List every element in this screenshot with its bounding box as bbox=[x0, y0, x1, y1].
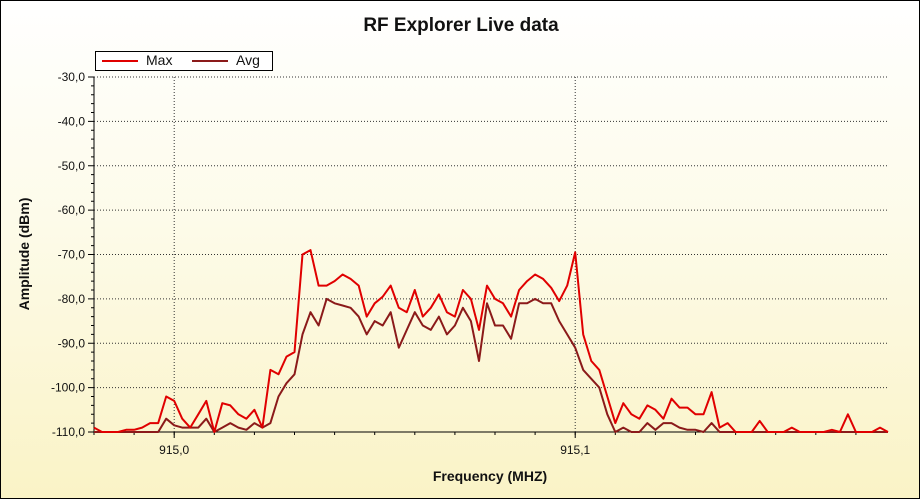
legend-label-avg: Avg bbox=[236, 52, 260, 68]
legend: Max Avg bbox=[95, 51, 273, 71]
y-tick-label: -50,0 bbox=[58, 159, 86, 173]
y-tick-label: -40,0 bbox=[58, 114, 86, 128]
y-tick-label: -80,0 bbox=[58, 292, 86, 306]
x-tick-label: 915,0 bbox=[159, 443, 189, 457]
grid bbox=[93, 76, 888, 433]
x-axis-label: Frequency (MHZ) bbox=[433, 468, 547, 484]
y-tick-label: -100,0 bbox=[51, 381, 85, 395]
chart-title: RF Explorer Live data bbox=[363, 15, 559, 36]
y-tick-label: -90,0 bbox=[58, 336, 86, 350]
y-tick-label: -30,0 bbox=[58, 70, 86, 84]
y-axis-label: Amplitude (dBm) bbox=[16, 198, 32, 311]
legend-swatch-max bbox=[102, 60, 138, 62]
y-tick-label: -110,0 bbox=[52, 425, 85, 439]
legend-swatch-avg bbox=[192, 60, 228, 62]
legend-label-max: Max bbox=[146, 52, 173, 68]
x-tick-label: 915,1 bbox=[560, 443, 590, 457]
series-line-avg bbox=[94, 297, 888, 433]
y-tick-label: -60,0 bbox=[58, 203, 86, 217]
y-tick-label: -70,0 bbox=[58, 248, 86, 262]
axis-ticks: -30,0 -40,0 -50,0 -60,0 -70,0 -80,0 -90,0 -100,… bbox=[51, 70, 857, 457]
series-lines bbox=[93, 249, 889, 433]
series-line-max bbox=[93, 249, 889, 433]
